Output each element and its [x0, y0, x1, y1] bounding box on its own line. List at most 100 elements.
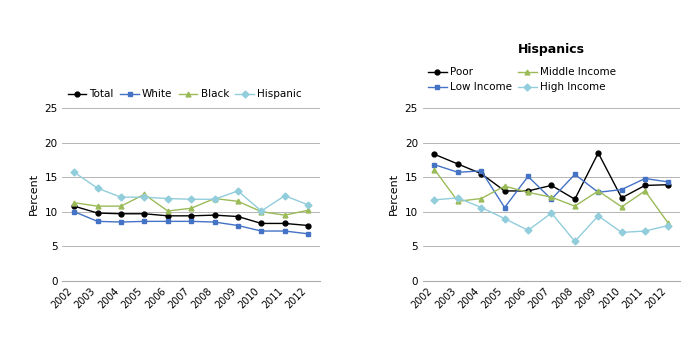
Hispanic [94, 186, 102, 190]
Total [187, 214, 195, 218]
Low Income [500, 205, 509, 210]
White [304, 231, 312, 236]
High Income [594, 214, 602, 218]
Black [257, 210, 266, 214]
Middle Income [594, 189, 602, 193]
Line: Poor: Poor [432, 150, 671, 202]
Middle Income [618, 205, 626, 209]
Total [70, 204, 78, 208]
Legend: Poor, Low Income, Middle Income, High Income: Poor, Low Income, Middle Income, High In… [428, 67, 616, 93]
Middle Income [430, 167, 439, 172]
Low Income [570, 172, 579, 176]
White [164, 219, 172, 224]
White [280, 229, 289, 233]
Poor [500, 189, 509, 193]
Black [70, 201, 78, 205]
Y-axis label: Percent: Percent [389, 173, 399, 216]
Total [164, 214, 172, 218]
Middle Income [500, 184, 509, 188]
Low Income [664, 180, 672, 184]
White [70, 210, 78, 214]
Black [234, 199, 242, 203]
Line: Low Income: Low Income [432, 162, 671, 210]
Poor [594, 151, 602, 155]
High Income [548, 211, 556, 215]
Total [257, 221, 266, 226]
Middle Income [664, 221, 672, 226]
Line: Black: Black [71, 192, 310, 217]
Poor [430, 152, 439, 157]
Poor [570, 197, 579, 201]
Poor [548, 183, 556, 188]
White [187, 219, 195, 224]
Low Income [594, 190, 602, 194]
Hispanic [187, 197, 195, 201]
High Income [477, 205, 485, 210]
Total [280, 221, 289, 226]
Low Income [524, 174, 532, 179]
White [234, 223, 242, 228]
Poor [454, 162, 462, 166]
Black [164, 209, 172, 213]
Poor [664, 183, 672, 187]
Text: Hispanics: Hispanics [518, 43, 585, 56]
Total [304, 223, 312, 228]
Black [140, 192, 149, 197]
Hispanic [210, 197, 219, 201]
High Income [430, 198, 439, 202]
White [257, 229, 266, 233]
Low Income [548, 197, 556, 201]
Black [304, 208, 312, 212]
Low Income [430, 162, 439, 167]
Low Income [641, 176, 649, 181]
Hispanic [164, 197, 172, 201]
White [140, 219, 149, 224]
Hispanic [280, 194, 289, 198]
High Income [664, 223, 672, 228]
Middle Income [477, 197, 485, 201]
High Income [570, 239, 579, 244]
Poor [618, 196, 626, 200]
Total [140, 212, 149, 216]
Poor [524, 189, 532, 193]
Black [187, 206, 195, 210]
High Income [454, 196, 462, 200]
Black [117, 204, 125, 208]
High Income [524, 228, 532, 233]
Line: Middle Income: Middle Income [432, 167, 671, 226]
Total [94, 211, 102, 215]
Middle Income [524, 190, 532, 194]
Line: Hispanic: Hispanic [71, 170, 310, 213]
Middle Income [548, 195, 556, 199]
Total [210, 213, 219, 217]
Low Income [454, 170, 462, 175]
Middle Income [641, 189, 649, 193]
White [210, 220, 219, 224]
Middle Income [454, 199, 462, 203]
High Income [618, 230, 626, 235]
Low Income [618, 188, 626, 192]
Low Income [477, 169, 485, 173]
Line: White: White [71, 209, 310, 236]
Black [94, 204, 102, 208]
Total [117, 212, 125, 216]
Black [210, 197, 219, 201]
Line: High Income: High Income [432, 195, 671, 244]
Hispanic [304, 203, 312, 207]
White [117, 220, 125, 224]
Poor [641, 183, 649, 188]
Poor [477, 171, 485, 176]
High Income [641, 229, 649, 233]
Hispanic [234, 189, 242, 193]
Hispanic [140, 195, 149, 199]
Black [280, 213, 289, 217]
Line: Total: Total [71, 204, 310, 228]
Y-axis label: Percent: Percent [28, 173, 39, 216]
High Income [500, 216, 509, 221]
Hispanic [257, 209, 266, 213]
Total [234, 214, 242, 219]
Legend: Total, White, Black, Hispanic: Total, White, Black, Hispanic [68, 89, 302, 99]
Hispanic [117, 195, 125, 199]
Hispanic [70, 170, 78, 175]
Middle Income [570, 204, 579, 208]
